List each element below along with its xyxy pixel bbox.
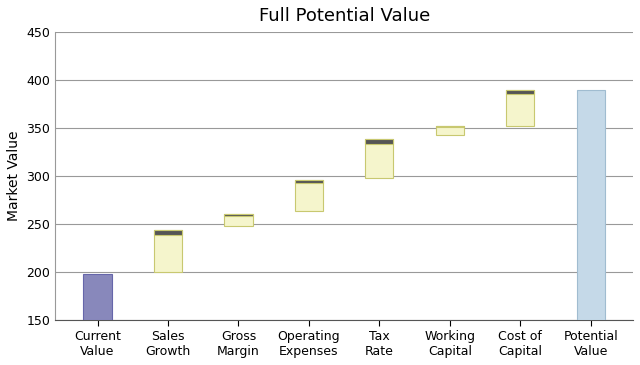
Bar [295,180,323,211]
Bar [295,180,323,184]
Bar [506,89,534,94]
Bar [436,126,464,135]
Bar [577,89,605,320]
Title: Full Potential Value: Full Potential Value [259,7,430,25]
Bar [506,89,534,126]
Bar [225,214,253,216]
Bar [365,139,394,144]
Bar [365,139,394,178]
Bar [154,230,182,272]
Y-axis label: Market Value: Market Value [7,131,21,221]
Bar [83,274,111,320]
Bar [154,230,182,235]
Bar [225,214,253,226]
Bar [436,126,464,127]
